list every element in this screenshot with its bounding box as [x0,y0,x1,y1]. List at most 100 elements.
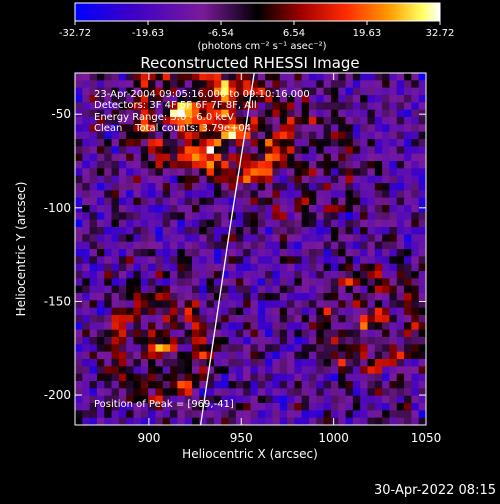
heatmap-cell [272,80,281,89]
heatmap-cell [396,249,405,257]
heatmap-cell [323,234,332,243]
heatmap-cell [118,197,127,206]
heatmap-cell [418,381,426,389]
heatmap-cell [418,373,426,382]
heatmap-cell [272,175,281,184]
heatmap-cell [148,234,156,243]
heatmap-cell [382,146,390,155]
heatmap-cell [126,285,134,294]
heatmap-cell [170,95,178,103]
heatmap-cell [155,285,164,294]
heatmap-cell [272,359,281,367]
heatmap-cell [360,388,368,397]
heatmap-cell [133,381,142,389]
heatmap-cell [309,102,317,111]
heatmap-cell [272,124,281,133]
heatmap-cell [374,87,383,96]
heatmap-cell [396,285,405,294]
heatmap-cell [382,307,390,316]
heatmap-cell [155,212,164,221]
heatmap-cell [250,117,259,125]
heatmap-cell [199,315,208,323]
heatmap-cell [206,73,215,81]
heatmap-cell [192,139,200,147]
heatmap-cell [104,175,113,184]
heatmap-cell [177,293,186,301]
heatmap-cell [309,388,317,397]
heatmap-cell [360,197,368,206]
heatmap-cell [104,146,113,155]
heatmap-cell [140,329,149,338]
heatmap-cell [140,410,149,419]
heatmap-cell [221,153,230,162]
heatmap-cell [396,300,405,309]
heatmap-cell [155,161,164,169]
heatmap-cell [404,161,412,169]
heatmap-cell [338,381,347,389]
heatmap-cell [118,359,127,367]
heatmap-cell [309,329,317,338]
heatmap-cell [243,271,251,279]
heatmap-cell [243,307,251,316]
heatmap-cell [126,329,134,338]
heatmap-cell [404,329,412,338]
heatmap-cell [367,395,376,404]
heatmap-cell [411,293,420,301]
heatmap-cell [338,131,347,140]
heatmap-cell [338,153,347,162]
heatmap-cell [243,278,251,287]
heatmap-cell [177,153,186,162]
heatmap-cell [301,285,310,294]
heatmap-cell [404,395,412,404]
heatmap-cell [155,300,164,309]
heatmap-cell [301,175,310,184]
heatmap-cell [140,234,149,243]
heatmap-cell [404,124,412,133]
heatmap-cell [257,197,266,206]
heatmap-cell [316,146,325,155]
heatmap-cell [272,388,281,397]
heatmap-cell [75,197,83,206]
heatmap-cell [272,249,281,257]
heatmap-cell [213,300,222,309]
heatmap-cell [257,410,266,419]
heatmap-cell [396,212,405,221]
heatmap-cell [287,73,295,81]
heatmap-cell [155,381,164,389]
heatmap-cell [396,241,405,250]
heatmap-cell [250,256,259,265]
heatmap-cell [228,87,237,96]
heatmap-cell [213,359,222,367]
heatmap-cell [235,322,244,331]
heatmap-cell [140,205,149,213]
heatmap-cell [272,153,281,162]
heatmap-cell [148,388,156,397]
heatmap-cell [309,359,317,367]
heatmap-cell [287,344,295,353]
heatmap-cell [389,395,398,404]
heatmap-cell [192,366,200,375]
heatmap-cell [287,80,295,89]
heatmap-cell [82,395,91,404]
heatmap-cell [89,153,98,162]
heatmap-cell [345,329,354,338]
heatmap-cell [345,175,354,184]
heatmap-cell [265,410,273,419]
heatmap-cell [126,175,134,184]
heatmap-cell [170,87,178,96]
heatmap-cell [367,124,376,133]
heatmap-cell [104,410,113,419]
heatmap-cell [118,322,127,331]
heatmap-cell [316,300,325,309]
heatmap-cell [126,395,134,404]
heatmap-cell [199,197,208,206]
heatmap-cell [301,381,310,389]
heatmap-cell [199,139,208,147]
heatmap-cell [170,359,178,367]
heatmap-cell [199,205,208,213]
heatmap-cell [265,285,273,294]
heatmap-cell [345,87,354,96]
heatmap-cell [250,227,259,235]
heatmap-cell [345,117,354,125]
heatmap-cell [257,95,266,103]
